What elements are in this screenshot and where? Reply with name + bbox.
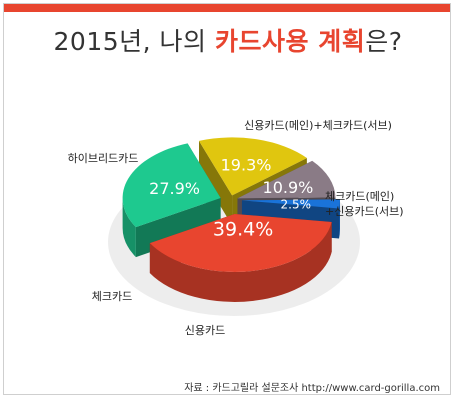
slice-top — [199, 137, 307, 196]
slice-value-label: 19.3% — [221, 156, 272, 175]
accent-bar — [4, 4, 450, 12]
slice-top — [122, 143, 221, 228]
slice-top — [237, 160, 336, 199]
slice-value-label: 10.9% — [263, 178, 314, 197]
slice-side — [122, 197, 136, 258]
title-highlight: 카드사용 계획 — [214, 27, 366, 56]
source-note: 자료 : 카드고릴라 설문조사 http://www.card-gorilla.… — [184, 383, 440, 394]
pie-slice — [149, 213, 332, 302]
slice-category-label: 체크카드 — [92, 290, 132, 303]
slice-category-label: 신용카드(메인)+체크카드(서브) — [244, 119, 392, 132]
slice-top — [241, 199, 340, 209]
slice-top — [149, 213, 332, 272]
slice-side — [149, 222, 332, 302]
title-suffix: 은? — [365, 27, 403, 56]
slice-category-label: 신용카드 — [185, 324, 225, 337]
title-prefix: 2015년, 나의 — [53, 27, 215, 56]
slice-category-label: 체크카드(메인) +신용카드(서브) — [325, 190, 404, 218]
slice-category-label: 하이브리드카드 — [68, 151, 139, 165]
slice-side — [339, 200, 340, 239]
slice-value-label: 2.5% — [281, 197, 312, 211]
slice-wall — [199, 140, 233, 226]
slice-value-label: 39.4% — [213, 219, 273, 241]
slice-value-label: 27.9% — [149, 179, 200, 198]
page-title: 2015년, 나의 카드사용 계획은? — [0, 22, 456, 58]
